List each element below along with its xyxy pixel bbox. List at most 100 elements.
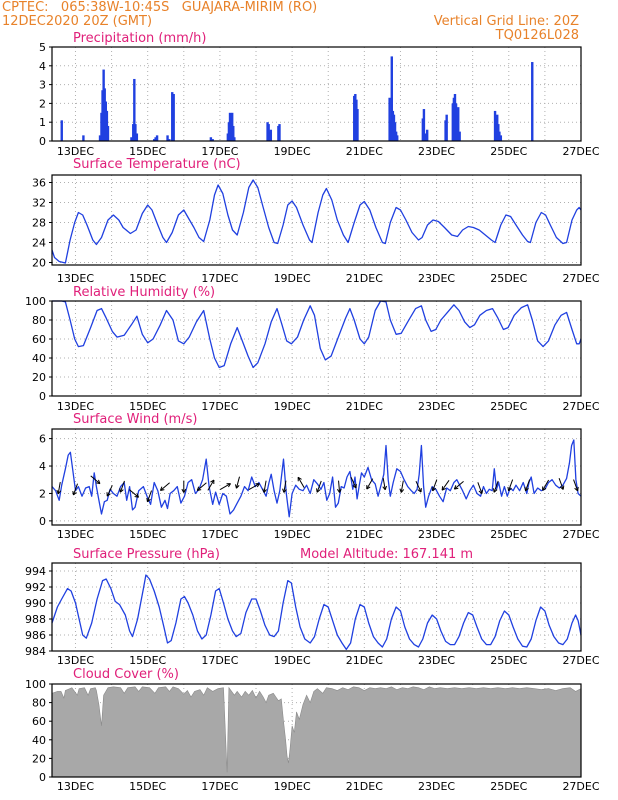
cloud-y-tick-label: 80 [32, 697, 46, 710]
cloud-x-tick-label: 25DEC [490, 780, 527, 793]
wind-title: Surface Wind (m/s) [73, 412, 197, 427]
pressure-y-tick-label: 988 [25, 613, 46, 626]
precip-x-tick-label: 21DEC [346, 145, 383, 158]
cloud-y-tick-label: 20 [32, 752, 46, 765]
wind-arrow [119, 480, 125, 493]
wind-arrow [297, 476, 305, 488]
wind-arrow [248, 483, 260, 491]
cloud-x-tick-label: 21DEC [346, 780, 383, 793]
cloud-panel [49, 683, 582, 778]
cloud-y-tick-label: 60 [32, 715, 46, 728]
precip-bar [390, 56, 393, 141]
wind-arrow [350, 476, 357, 489]
precip-bar [135, 133, 139, 141]
wind-arrow [196, 482, 207, 491]
rh-frame [51, 300, 582, 397]
wind-arrow [207, 479, 215, 491]
precip-bar [278, 124, 281, 141]
pressure-y-tick-label: 986 [25, 629, 46, 642]
precip-bar [499, 135, 503, 141]
precip-bar [388, 97, 391, 141]
precip-bar [60, 120, 63, 141]
precip-x-tick-label: 25DEC [490, 145, 527, 158]
precip-bar [425, 129, 429, 141]
wind-x-tick-label: 13DEC [57, 528, 94, 541]
precip-bar [134, 124, 137, 141]
precip-bar [152, 139, 156, 141]
rh-line [52, 300, 582, 369]
precip-frame [51, 46, 582, 142]
precip-bar [457, 107, 460, 141]
pressure-y-tick-label: 990 [25, 597, 46, 610]
wind-y-tick-label: 0 [39, 515, 46, 528]
temp-x-tick-label: 15DEC [129, 272, 166, 285]
rh-y-tick-label: 100 [25, 295, 46, 308]
wind-y-tick-label: 4 [39, 460, 46, 473]
temp-x-tick-label: 27DEC [562, 272, 599, 285]
pressure-y-tick-label: 992 [25, 581, 46, 594]
precip-bar [130, 137, 133, 141]
precip-y-tick-label: 2 [39, 97, 46, 110]
wind-x-tick-label: 21DEC [346, 528, 383, 541]
wind-arrow [477, 482, 484, 494]
rh-x-tick-label: 27DEC [562, 400, 599, 413]
cloud-x-tick-label: 27DEC [562, 780, 599, 793]
wind-arrow [366, 478, 374, 490]
pressure-x-tick-label: 25DEC [490, 654, 527, 667]
wind-arrow [399, 480, 405, 493]
pressure-y-tick-label: 984 [25, 645, 46, 658]
model-altitude: Model Altitude: 167.141 m [300, 547, 473, 562]
precip-panel [49, 46, 582, 142]
wind-arrow [441, 480, 450, 491]
precip-bar [356, 109, 359, 141]
rh-x-tick-label: 13DEC [57, 400, 94, 413]
wind-arrow [524, 479, 531, 492]
wind-x-tick-label: 19DEC [274, 528, 311, 541]
wind-arrow [282, 480, 287, 493]
wind-arrow [316, 480, 322, 493]
precip-bar [498, 131, 501, 141]
cloud-frame [51, 683, 582, 778]
temp-x-tick-label: 19DEC [274, 272, 311, 285]
wind-arrow [336, 480, 342, 493]
rh-x-tick-label: 19DEC [274, 400, 311, 413]
rh-panel [49, 300, 582, 397]
wind-arrow [507, 479, 514, 492]
wind-arrow [415, 480, 422, 493]
precip-y-tick-label: 0 [39, 135, 46, 148]
pressure-x-tick-label: 21DEC [346, 654, 383, 667]
temp-x-tick-label: 23DEC [418, 272, 455, 285]
wind-arrow [542, 479, 550, 491]
rh-y-tick-label: 80 [32, 314, 46, 327]
rh-x-tick-label: 21DEC [346, 400, 383, 413]
precip-y-tick-label: 5 [39, 41, 46, 54]
temp-y-tick-label: 28 [32, 217, 46, 230]
precip-bar [166, 135, 169, 141]
wind-x-tick-label: 15DEC [129, 528, 166, 541]
wind-arrow [453, 480, 464, 490]
precip-bar [458, 131, 461, 141]
precip-bar [98, 135, 102, 141]
wind-arrow [558, 478, 565, 490]
precip-bar [168, 139, 171, 141]
wind-arrow [382, 477, 387, 491]
precip-x-tick-label: 17DEC [201, 145, 238, 158]
precip-y-tick-label: 1 [39, 116, 46, 129]
wind-arrow [262, 480, 267, 493]
wind-arrow [234, 476, 240, 489]
wind-arrow [431, 479, 438, 492]
precip-bar [233, 137, 236, 141]
header-gridline-note: Vertical Grid Line: 20Z [433, 14, 579, 29]
wind-arrow [181, 480, 187, 493]
wind-arrow [56, 481, 62, 495]
header-model-id: TQ0126L028 [495, 28, 579, 43]
temp-frame [51, 174, 582, 266]
pressure-y-tick-label: 994 [25, 565, 46, 578]
precip-bar [155, 135, 159, 141]
temp-x-tick-label: 17DEC [201, 272, 238, 285]
rh-y-tick-label: 20 [32, 371, 46, 384]
precip-bar [106, 125, 110, 141]
cloud-y-tick-label: 40 [32, 734, 46, 747]
temp-x-tick-label: 21DEC [346, 272, 383, 285]
